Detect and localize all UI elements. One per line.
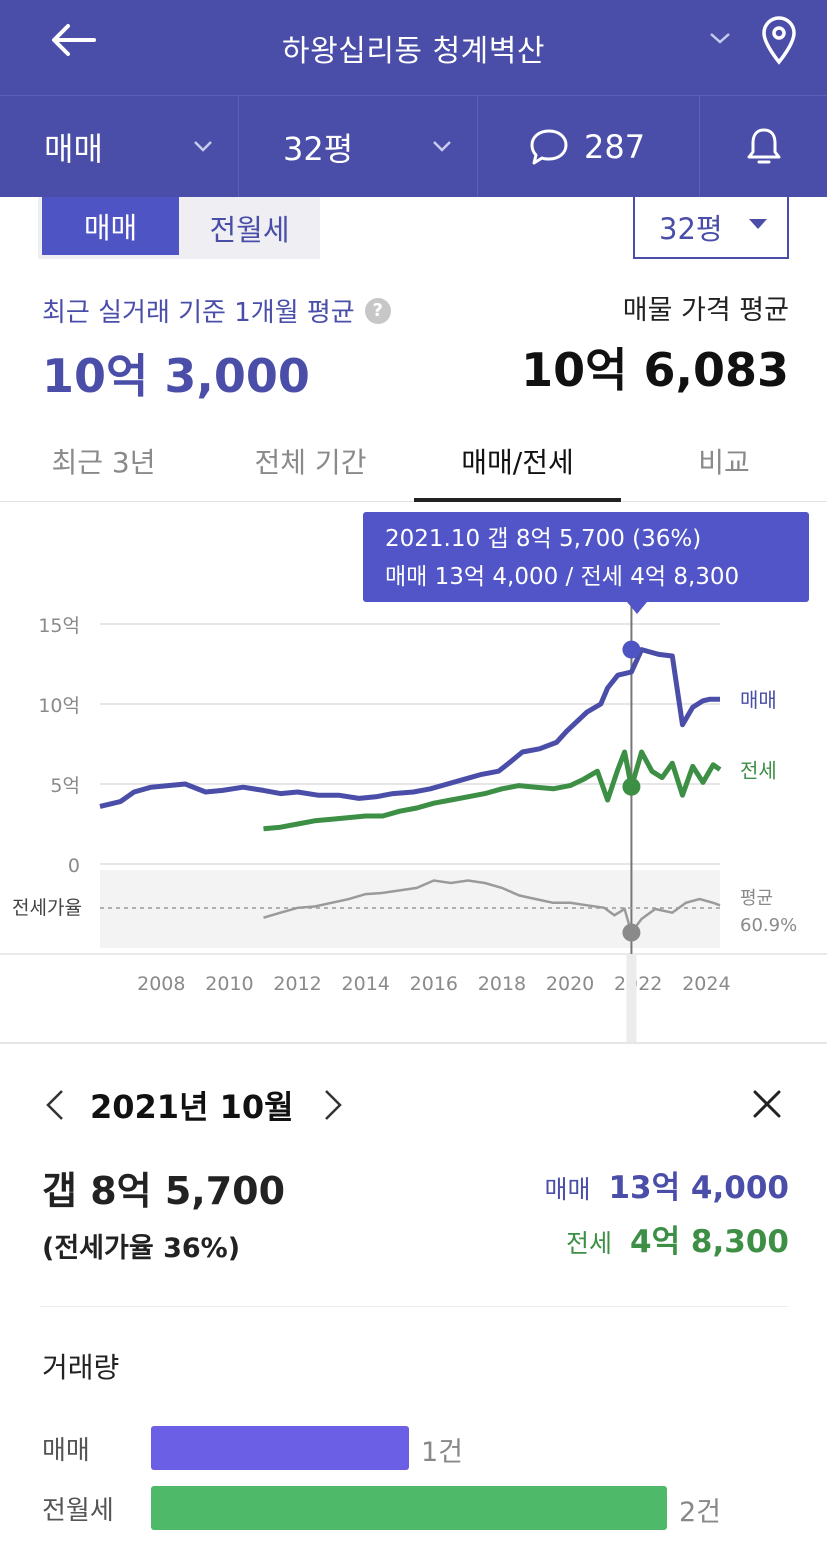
- chevron-down-icon: [194, 141, 212, 152]
- ratio-average-value: 60.9%: [740, 915, 797, 936]
- deal-type-toggle: 매매 전월세: [38, 197, 320, 259]
- volume-bar-rent: [151, 1486, 667, 1530]
- jeonse-series-line: [263, 749, 722, 832]
- size-select[interactable]: 32평: [633, 197, 789, 259]
- tooltip-line-2: 매매 13억 4,000 / 전세 4억 8,300: [385, 564, 740, 590]
- x-tick-label: 2010: [205, 973, 253, 995]
- volume-count-rent: 2건: [679, 1497, 722, 1528]
- tab-all-period[interactable]: 전체 기간: [254, 445, 367, 479]
- volume-bar-sale: [151, 1426, 409, 1470]
- jeonse-price-label: 전세: [566, 1229, 613, 1258]
- section-divider: [40, 1306, 788, 1307]
- selected-jeonse-point: [622, 777, 641, 796]
- selected-sale-point: [622, 640, 641, 659]
- toggle-sale[interactable]: 매매: [42, 197, 179, 255]
- selected-month: 2021년 10월: [90, 1088, 294, 1126]
- chevron-down-icon[interactable]: [707, 28, 733, 48]
- x-tick-label: 2020: [546, 973, 594, 995]
- y-tick-label: 15억: [38, 615, 80, 637]
- close-icon[interactable]: [748, 1085, 786, 1123]
- volume-title: 거래량: [42, 1351, 120, 1384]
- deal-type-label: 매매: [44, 129, 103, 168]
- volume-label-rent: 전월세: [42, 1496, 114, 1526]
- bell-icon: [747, 128, 780, 163]
- series-label: 전세: [740, 759, 777, 783]
- jeonse-price-value: 4억 8,300: [630, 1224, 789, 1260]
- tooltip-line-1: 2021.10 갭 8억 5,700 (36%): [385, 526, 702, 552]
- volume-count-sale: 1건: [421, 1437, 464, 1468]
- app-header: 하왕십리동 청계벽산: [0, 0, 827, 95]
- selection-band: [626, 954, 637, 1042]
- toggle-rent[interactable]: 전월세: [209, 213, 290, 247]
- chevron-left-icon[interactable]: [40, 1085, 70, 1125]
- sale-price-label: 매매: [544, 1175, 591, 1204]
- chart-tooltip: 2021.10 갭 8억 5,700 (36%) 매매 13억 4,000 / …: [363, 512, 809, 614]
- price-chart-svg: 15억 10억 5억 0 2008 2010 2012 2014 2016 2018 2020 202…: [0, 602, 827, 1042]
- ratio-band: [100, 870, 720, 948]
- filter-bar: 매매 32평 287: [0, 95, 827, 197]
- gap-value: 갭 8억 5,700: [42, 1169, 286, 1213]
- listing-price-value: 10억 6,083: [521, 343, 789, 397]
- ratio-label: 전세가율: [12, 897, 82, 919]
- comments-button[interactable]: 287: [478, 96, 700, 197]
- month-navigator: 2021년 10월: [40, 1082, 348, 1128]
- deal-type-dropdown[interactable]: 매매: [0, 96, 239, 197]
- tooltip-pointer: [627, 602, 647, 614]
- x-tick-label: 2024: [682, 973, 730, 995]
- x-tick-label: 2022: [614, 973, 662, 995]
- sale-price-row: 매매 13억 4,000: [544, 1162, 789, 1207]
- recent-price-label: 최근 실거래 기준 1개월 평균: [42, 298, 355, 328]
- selected-ratio-point: [622, 923, 641, 942]
- size-select-value: 32평: [659, 212, 723, 246]
- caret-down-icon: [749, 219, 767, 229]
- tab-sale-jeonse[interactable]: 매매/전세: [414, 420, 621, 502]
- y-tick-label: 10억: [38, 695, 80, 717]
- tab-compare[interactable]: 비교: [698, 445, 750, 479]
- jeonse-price-row: 전세 4억 8,300: [566, 1216, 789, 1261]
- recent-price-value: 10억 3,000: [42, 349, 310, 403]
- help-icon[interactable]: ?: [364, 297, 391, 324]
- series-label: 매매: [740, 688, 777, 712]
- x-tick-label: 2016: [410, 973, 458, 995]
- x-tick-label: 2012: [273, 973, 321, 995]
- page-title[interactable]: 하왕십리동 청계벽산: [282, 33, 545, 69]
- price-chart[interactable]: 15억 10억 5억 0 2008 2010 2012 2014 2016 2018 2020 202…: [0, 502, 827, 1042]
- arrow-left-icon[interactable]: [48, 22, 100, 58]
- x-tick-label: 2018: [478, 973, 526, 995]
- y-tick-label: 5억: [50, 775, 80, 797]
- tab-recent-3y[interactable]: 최근 3년: [51, 445, 156, 479]
- sale-series-line: [99, 647, 720, 809]
- recent-price-label-row: 최근 실거래 기준 1개월 평균 ?: [42, 292, 391, 329]
- listing-price-label: 매물 가격 평균: [622, 295, 789, 326]
- x-tick-label: 2008: [137, 973, 185, 995]
- location-pin-icon[interactable]: [758, 14, 800, 66]
- period-tabs: 최근 3년 전체 기간 매매/전세 비교: [0, 420, 827, 502]
- notification-button[interactable]: [700, 96, 827, 197]
- ratio-average-label: 평균: [740, 888, 773, 909]
- comment-count: 287: [584, 127, 646, 166]
- size-label: 32평: [283, 129, 354, 168]
- volume-label-sale: 매매: [42, 1436, 90, 1466]
- section-divider: [0, 1042, 827, 1044]
- jeonse-ratio: (전세가율 36%): [42, 1233, 241, 1264]
- x-tick-label: 2014: [342, 973, 390, 995]
- chevron-right-icon[interactable]: [318, 1085, 348, 1125]
- chevron-down-icon: [433, 141, 451, 152]
- size-dropdown[interactable]: 32평: [239, 96, 478, 197]
- sale-price-value: 13억 4,000: [608, 1170, 789, 1206]
- ratio-series-line: [263, 879, 721, 936]
- y-tick-label: 0: [68, 855, 80, 877]
- speech-bubble-icon: [530, 129, 568, 164]
